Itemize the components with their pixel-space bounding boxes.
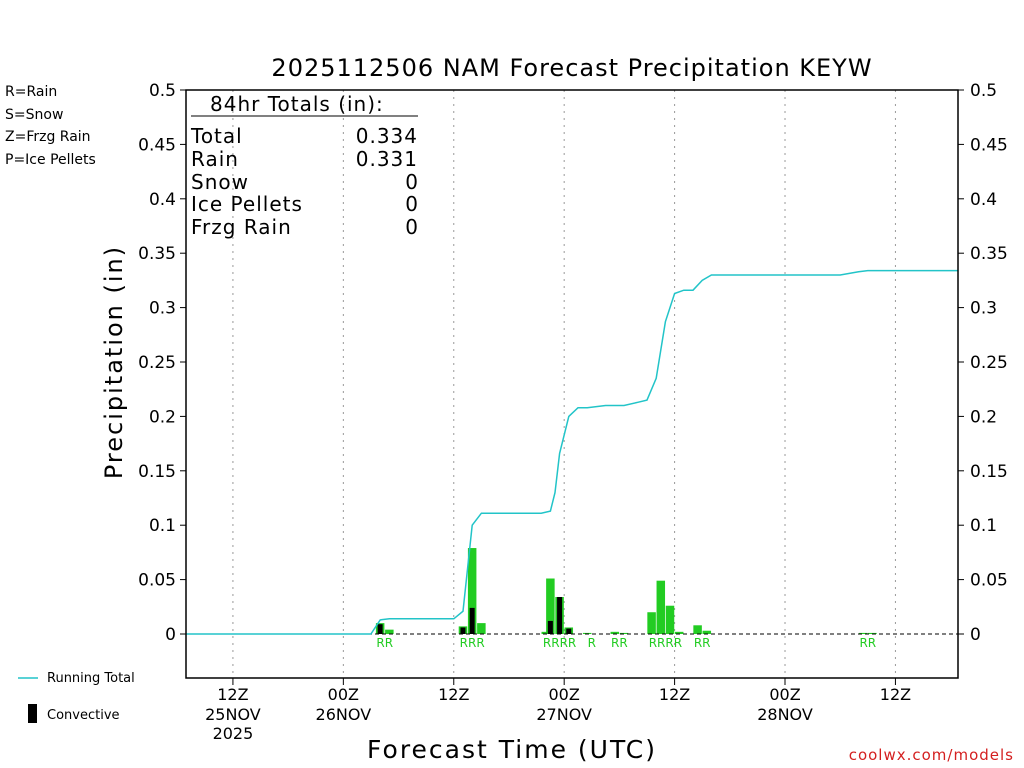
- precip-bar: [467, 548, 477, 634]
- totals-frzg-rain-value: 0: [405, 215, 418, 239]
- totals-heading: 84hr Totals (in):: [210, 92, 384, 116]
- legend-rain: R=Rain: [5, 84, 57, 100]
- y-tick-label-left: 0.4: [149, 190, 176, 210]
- running-total-line: [186, 269, 958, 635]
- y-tick-label-right: 0.3: [970, 299, 997, 319]
- x-tick-label-year: 2025: [213, 724, 254, 743]
- totals-snow-value: 0: [405, 170, 418, 194]
- precip-type-label: R: [588, 636, 596, 650]
- y-tick-label-left: 0.1: [149, 516, 176, 536]
- totals-frzg-rain-label: Frzg Rain: [191, 215, 292, 239]
- legend-ice-pellets: P=Ice Pellets: [5, 152, 96, 168]
- convective-bar: [557, 597, 563, 634]
- credit-text: coolwx.com/models: [849, 746, 1014, 764]
- y-tick-label-left: 0.45: [138, 135, 176, 155]
- precip-bar: [693, 625, 702, 634]
- totals-total-value: 0.334: [356, 124, 418, 148]
- y-tick-label-right: 0.35: [970, 244, 1008, 264]
- convective-bar: [566, 628, 572, 634]
- precip-bar: [610, 631, 620, 634]
- legend-snow: S=Snow: [5, 107, 63, 123]
- y-tick-label-left: 0.25: [138, 353, 176, 373]
- precip-type-label: RRRR: [543, 636, 576, 650]
- precip-bar: [656, 580, 666, 634]
- totals-ice-pellets-value: 0: [405, 192, 418, 216]
- y-tick-label-left: 0.05: [138, 571, 176, 591]
- precip-type-labels: RR RRR RRRR R RR RRRR RR RR: [376, 636, 876, 650]
- y-tick-label-right: 0: [970, 625, 981, 645]
- x-tick-label-date: 26NOV: [316, 705, 372, 724]
- x-tick-label-time: 00Z: [769, 685, 800, 704]
- convective-legend-label: Convective: [47, 708, 120, 723]
- y-tick-label-right: 0.5: [970, 81, 997, 101]
- y-tick-label-left: 0.3: [149, 299, 176, 319]
- precip-bar: [868, 632, 877, 634]
- convective-bar: [547, 620, 553, 634]
- precip-bar: [546, 578, 555, 634]
- precip-bar: [582, 632, 592, 634]
- totals-rain-label: Rain: [191, 147, 239, 171]
- precip-type-legend: R=Rain S=Snow Z=Frzg Rain P=Ice Pellets: [5, 84, 96, 168]
- precip-bar: [541, 631, 551, 634]
- legend-frzg-rain: Z=Frzg Rain: [5, 129, 91, 145]
- precip-type-label: RR: [611, 636, 628, 650]
- y-tick-label-right: 0.25: [970, 353, 1008, 373]
- y-tick-label-left: 0.2: [149, 407, 176, 427]
- precip-bar: [702, 630, 712, 634]
- x-tick-label-time: 12Z: [438, 685, 469, 704]
- precip-bar: [674, 631, 684, 634]
- y-tick-label-right: 0.45: [970, 135, 1008, 155]
- precip-type-label: RR: [694, 636, 711, 650]
- precip-bar: [858, 632, 868, 634]
- x-tick-label-time: 12Z: [217, 685, 248, 704]
- y-tick-label-right: 0.2: [970, 407, 997, 427]
- x-tick-label-time: 00Z: [328, 685, 359, 704]
- totals-ice-pellets-label: Ice Pellets: [191, 192, 303, 216]
- plot-frame: [185, 89, 959, 679]
- x-axis-label: Forecast Time (UTC): [367, 735, 657, 764]
- convective-bar: [469, 607, 475, 634]
- bottom-legend: Running Total Convective: [18, 671, 135, 723]
- totals-total-label: Total: [190, 124, 243, 148]
- convective-legend-swatch: [28, 704, 37, 723]
- chart-title: 2025112506 NAM Forecast Precipitation KE…: [271, 54, 872, 82]
- convective-bar: [377, 624, 383, 634]
- x-tick-label-time: 12Z: [659, 685, 690, 704]
- x-tick-label-date: 27NOV: [536, 705, 592, 724]
- totals-rain-value: 0.331: [356, 147, 418, 171]
- y-axis-right: 0 0.05 0.1 0.15 0.2 0.25 0.3 0.35 0.4 0.45 0.5: [958, 81, 1008, 645]
- precip-type-label: RRR: [460, 636, 485, 650]
- x-tick-label-time: 00Z: [549, 685, 580, 704]
- precip-bar: [647, 612, 656, 634]
- precip-bar: [665, 605, 675, 634]
- y-tick-label-right: 0.4: [970, 190, 997, 210]
- x-tick-label-date: 25NOV: [205, 705, 261, 724]
- precip-bar: [477, 623, 486, 634]
- y-tick-label-left: 0.35: [138, 244, 176, 264]
- convective-bar: [460, 627, 466, 634]
- precip-type-label: RR: [376, 636, 393, 650]
- grid-lines: [232, 90, 896, 678]
- precip-type-label: RRRR: [649, 636, 682, 650]
- y-tick-label-left: 0.5: [149, 81, 176, 101]
- y-tick-label-left: 0.15: [138, 462, 176, 482]
- totals-snow-label: Snow: [191, 170, 249, 194]
- precip-bar: [619, 632, 629, 634]
- bars-layer: [375, 548, 877, 634]
- precip-type-label: RR: [859, 636, 876, 650]
- precip-bar: [385, 629, 394, 634]
- x-tick-label-time: 12Z: [880, 685, 911, 704]
- running-total-legend-label: Running Total: [47, 671, 135, 686]
- y-tick-label-right: 0.05: [970, 571, 1008, 591]
- y-tick-label-right: 0.1: [970, 516, 997, 536]
- totals-box: 84hr Totals (in): Total 0.334 Rain 0.331…: [190, 92, 418, 239]
- x-tick-label-date: 28NOV: [757, 705, 813, 724]
- y-axis-label: Precipitation (in): [100, 245, 128, 479]
- y-tick-label-left: 0: [165, 625, 176, 645]
- y-axis-left: 0 0.05 0.1 0.15 0.2 0.25 0.3 0.35 0.4 0.45 0.5: [138, 81, 186, 645]
- y-tick-label-right: 0.15: [970, 462, 1008, 482]
